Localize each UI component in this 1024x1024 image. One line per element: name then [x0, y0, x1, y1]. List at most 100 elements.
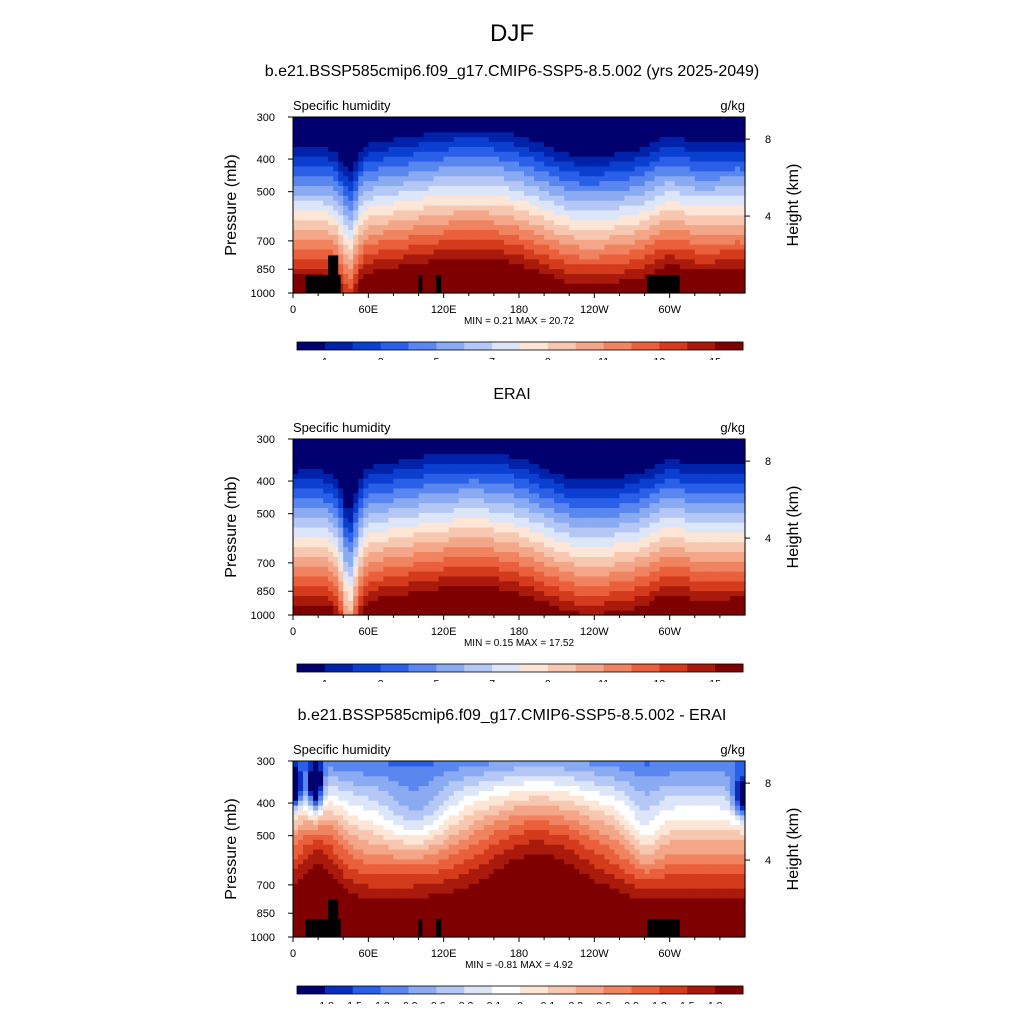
heatmap-cell [463, 536, 470, 543]
heatmap-cell [353, 473, 359, 479]
heatmap-cell [659, 200, 666, 206]
heatmap-cell [554, 273, 560, 279]
heatmap-cell [428, 492, 435, 499]
heatmap-cell [343, 463, 349, 469]
heatmap-cell [483, 453, 490, 460]
heatmap-cell [544, 209, 550, 216]
heatmap-cell [338, 571, 344, 577]
heatmap-cell [614, 131, 621, 138]
heatmap-cell [488, 473, 495, 479]
heatmap-cell [423, 205, 430, 211]
heatmap-cell [328, 527, 334, 533]
heatmap-cell [318, 468, 324, 474]
heatmap-cell [574, 224, 580, 231]
heatmap-cell [463, 458, 470, 465]
heatmap-cell [704, 190, 711, 196]
heatmap-cell [353, 590, 359, 597]
heatmap-cell [468, 141, 475, 147]
heatmap-cell [388, 448, 395, 455]
heatmap-cell [513, 468, 520, 474]
heatmap-cell [534, 190, 540, 196]
heatmap-cell [634, 234, 641, 240]
heatmap-cell [378, 249, 384, 255]
heatmap-cell [303, 590, 309, 597]
heatmap-cell [488, 229, 495, 235]
heatmap-cell [383, 224, 390, 231]
heatmap-cell [343, 561, 349, 567]
heatmap-cell [524, 249, 530, 255]
heatmap-cell [403, 487, 410, 494]
heatmap-cell [584, 205, 590, 211]
heatmap-cell [423, 566, 430, 572]
heatmap-cell [714, 195, 721, 201]
heatmap-cell [368, 288, 374, 294]
heatmap-cell [453, 492, 460, 499]
heatmap-cell [609, 229, 616, 235]
heatmap-cell [544, 141, 550, 147]
heatmap-cell [353, 180, 359, 187]
heatmap-cell [684, 200, 691, 206]
heatmap-cell [423, 126, 430, 133]
heatmap-cell [448, 126, 455, 133]
heatmap-cell [493, 156, 500, 162]
heatmap-cell [333, 463, 339, 469]
heatmap-cell [519, 527, 525, 533]
heatmap-cell [539, 190, 545, 196]
heatmap-cell [338, 536, 344, 543]
heatmap-cell [513, 600, 520, 606]
heatmap-cell [453, 209, 460, 216]
heatmap-cell [503, 517, 510, 523]
heatmap-cell [458, 463, 465, 469]
heatmap-cell [493, 556, 500, 562]
heatmap-cell [358, 258, 364, 265]
heatmap-cell [544, 117, 550, 123]
heatmap-cell [493, 443, 500, 450]
heatmap-cell [408, 156, 415, 162]
heatmap-cell [348, 146, 354, 152]
heatmap-cell [388, 156, 395, 162]
heatmap-cell [358, 195, 364, 201]
heatmap-cell [694, 117, 701, 123]
heatmap-cell [333, 234, 339, 240]
heatmap-cell [353, 463, 359, 469]
heatmap-cell [664, 175, 671, 182]
heatmap-cell [343, 263, 349, 270]
heatmap-cell [293, 541, 299, 548]
heatmap-cell [433, 165, 440, 172]
heatmap-cell [453, 239, 460, 245]
heatmap-cell [699, 268, 706, 275]
heatmap-cell [418, 585, 425, 592]
heatmap-cell [564, 151, 570, 157]
heatmap-cell [689, 224, 696, 231]
heatmap-cell [433, 492, 440, 499]
heatmap-cell [519, 229, 525, 235]
heatmap-cell [519, 209, 525, 216]
heatmap-cell [408, 126, 415, 133]
heatmap-cell [438, 561, 445, 567]
heatmap-cell [473, 117, 480, 123]
heatmap-cell [333, 497, 339, 504]
heatmap-cell [599, 170, 605, 177]
heatmap-cell [378, 117, 384, 123]
heatmap-cell [408, 522, 415, 528]
heatmap-cell [739, 185, 746, 191]
heatmap-cell [368, 575, 374, 582]
heatmap-cell [694, 258, 701, 265]
heatmap-cell [508, 170, 515, 177]
heatmap-cell [343, 580, 349, 587]
heatmap-cell [483, 443, 490, 450]
heatmap-cell [308, 487, 314, 494]
heatmap-cell [488, 283, 495, 289]
heatmap-cell [724, 165, 731, 172]
heatmap-cell [423, 146, 430, 152]
heatmap-cell [704, 200, 711, 206]
heatmap-cell [624, 200, 631, 206]
heatmap-cell [488, 258, 495, 265]
heatmap-cell [503, 278, 510, 284]
heatmap-cell [513, 492, 520, 499]
heatmap-cell [544, 205, 550, 211]
heatmap-cell [363, 468, 369, 474]
heatmap-cell [298, 536, 304, 543]
heatmap-cell [473, 249, 480, 255]
heatmap-cell [478, 234, 485, 240]
